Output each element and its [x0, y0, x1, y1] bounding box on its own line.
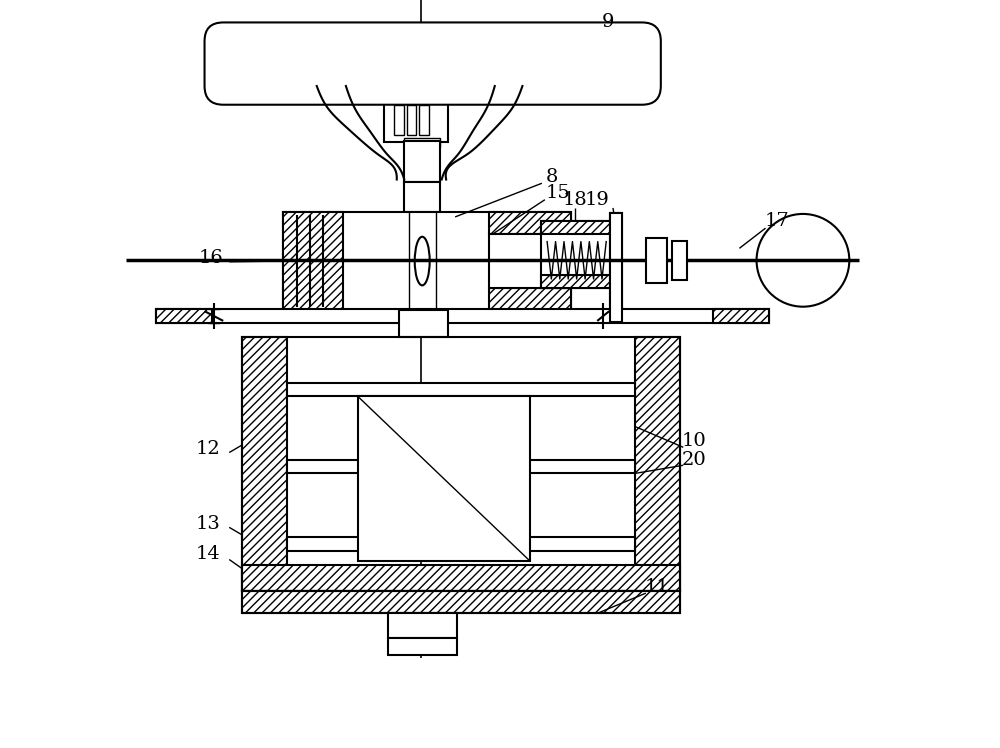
Bar [242, 337, 680, 591]
Bar [404, 138, 440, 147]
Text: 12: 12 [196, 440, 221, 458]
Bar [287, 537, 635, 551]
Bar [406, 105, 416, 135]
Bar [156, 309, 769, 323]
Text: 20: 20 [682, 451, 707, 469]
Bar [156, 309, 212, 323]
Bar [242, 565, 680, 591]
Bar [384, 101, 448, 142]
Bar [489, 288, 571, 310]
Bar [610, 213, 622, 322]
Text: 15: 15 [546, 184, 571, 202]
Bar [646, 238, 667, 283]
Circle shape [757, 214, 849, 307]
Bar [610, 213, 622, 322]
Bar [489, 234, 571, 288]
Bar [541, 221, 612, 234]
Bar [242, 337, 287, 591]
Text: 9: 9 [602, 13, 615, 31]
Bar [399, 310, 448, 337]
Bar [287, 460, 635, 473]
Text: 8: 8 [546, 168, 559, 186]
Bar [541, 275, 612, 288]
Bar [713, 309, 769, 323]
Ellipse shape [415, 236, 430, 286]
Bar [242, 591, 680, 613]
Bar [635, 337, 680, 591]
Bar [388, 638, 457, 654]
Text: 19: 19 [585, 191, 610, 209]
Bar [404, 141, 440, 182]
Bar [404, 182, 440, 212]
Bar [283, 212, 571, 310]
Bar [358, 396, 530, 561]
Text: 14: 14 [196, 545, 221, 562]
Bar [489, 212, 571, 234]
Bar [672, 241, 687, 280]
Bar [394, 105, 404, 135]
Bar [242, 591, 680, 613]
Text: 10: 10 [682, 432, 707, 450]
Bar [283, 212, 343, 310]
Text: 16: 16 [198, 249, 223, 267]
Bar [287, 383, 635, 396]
Text: 18: 18 [562, 191, 587, 209]
Text: 17: 17 [764, 212, 789, 230]
Bar [419, 105, 429, 135]
FancyBboxPatch shape [205, 22, 661, 105]
Bar [541, 221, 612, 288]
Text: 13: 13 [196, 515, 221, 533]
Text: 11: 11 [645, 578, 669, 596]
Bar [388, 613, 457, 638]
